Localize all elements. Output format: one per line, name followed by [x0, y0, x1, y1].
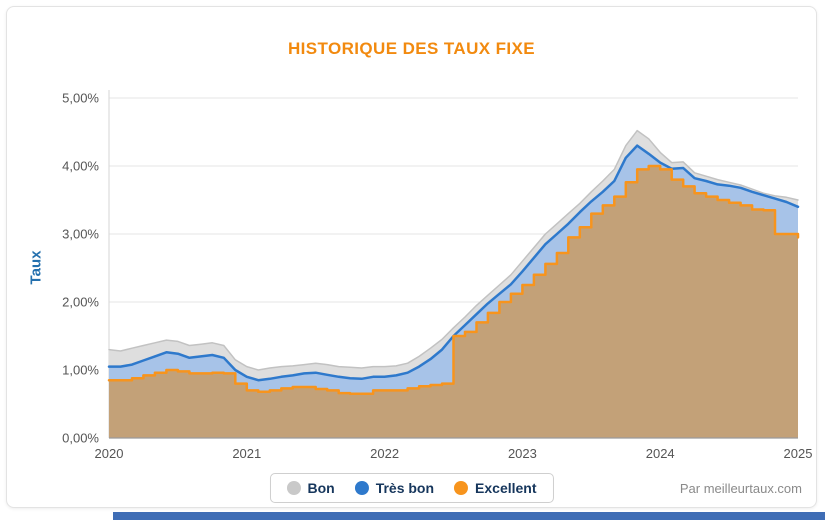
svg-text:2024: 2024 — [646, 446, 675, 461]
svg-text:4,00%: 4,00% — [62, 159, 99, 174]
attribution-text: Par meilleurtaux.com — [679, 481, 802, 496]
svg-text:2023: 2023 — [508, 446, 537, 461]
legend-item-excellent[interactable]: Excellent — [454, 480, 537, 496]
chart-card: HISTORIQUE DES TAUX FIXE Taux 0,00% 1,00%… — [6, 6, 817, 508]
svg-text:2021: 2021 — [232, 446, 261, 461]
legend-item-tres-bon[interactable]: Très bon — [354, 480, 435, 496]
svg-text:1,00%: 1,00% — [62, 363, 99, 378]
legend-label-excellent: Excellent — [475, 480, 537, 496]
chart-title: HISTORIQUE DES TAUX FIXE — [287, 39, 535, 58]
svg-text:5,00%: 5,00% — [62, 91, 99, 106]
rate-chart-svg: 0,00% 1,00% 2,00% 3,00% 4,00% 5,00% 2020 2021 20… — [62, 90, 813, 461]
svg-text:2020: 2020 — [95, 446, 124, 461]
svg-text:2,00%: 2,00% — [62, 295, 99, 310]
legend-item-bon[interactable]: Bon — [286, 480, 335, 496]
legend-swatch-excellent — [454, 481, 469, 495]
legend-swatch-tres-bon — [354, 481, 369, 495]
svg-text:2025: 2025 — [784, 446, 813, 461]
svg-text:3,00%: 3,00% — [62, 227, 99, 242]
svg-text:2022: 2022 — [370, 446, 399, 461]
footer-bar — [113, 512, 825, 520]
svg-text:0,00%: 0,00% — [62, 431, 99, 446]
chart-legend: Bon Très bon Excellent — [269, 473, 554, 503]
legend-swatch-bon — [286, 481, 301, 495]
legend-label-tres-bon: Très bon — [375, 480, 435, 496]
legend-label-bon: Bon — [307, 480, 335, 496]
